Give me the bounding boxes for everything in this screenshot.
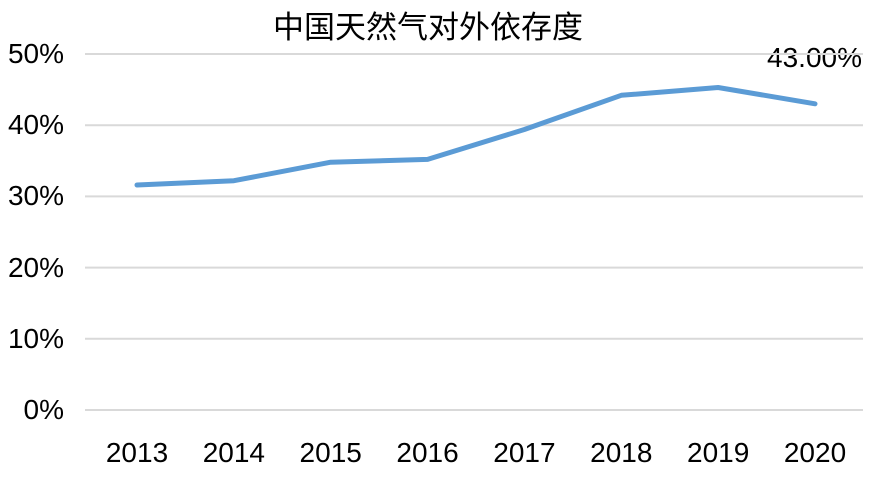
x-tick-label: 2020 [783,437,847,468]
x-tick-label: 2013 [105,437,169,468]
x-tick-label: 2016 [396,437,459,468]
y-tick-label: 20% [7,251,64,283]
chart-title: 中国天然气对外依存度 [273,10,583,45]
x-tick-label: 2014 [202,437,265,468]
y-tick-label: 40% [7,109,64,141]
y-tick-label: 50% [7,38,64,69]
y-tick-label: 0% [23,394,64,425]
data-series-line [134,85,818,188]
data-label-2020: 43.00% [767,42,862,73]
x-tick-label: 2018 [590,437,653,468]
x-tick-label: 2017 [493,437,556,468]
x-tick-label: 2015 [299,437,362,468]
y-tick-label: 30% [7,180,64,212]
x-tick-label: 2019 [686,437,750,468]
y-tick-label: 10% [7,322,64,354]
